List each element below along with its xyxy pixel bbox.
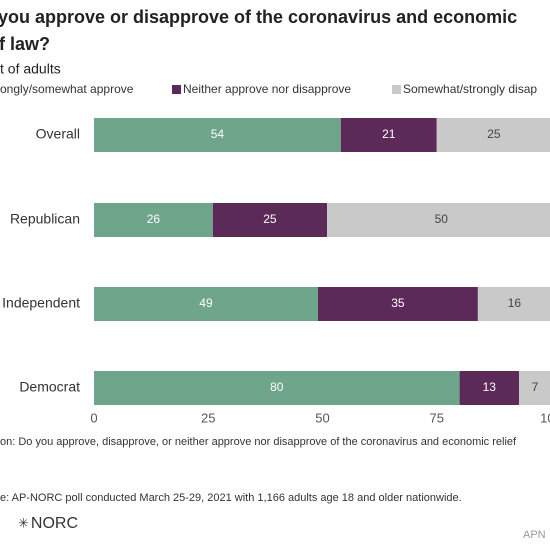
bar-segment (94, 371, 460, 405)
value-label: 49 (199, 296, 213, 310)
bar-segment (94, 118, 341, 152)
value-label: 80 (270, 380, 284, 394)
bar-segment (212, 203, 328, 237)
x-tick-label: 0 (90, 410, 97, 425)
bar-segment (94, 287, 318, 321)
value-label: 16 (508, 296, 522, 310)
bar-segment (317, 287, 478, 321)
y-tick-label: Democrat (19, 379, 80, 395)
x-tick-label: 100 (540, 410, 550, 425)
value-label: 50 (435, 212, 449, 226)
value-label: 26 (147, 212, 161, 226)
value-label: 25 (487, 127, 501, 141)
legend-swatch (172, 85, 181, 94)
value-label: 21 (382, 127, 396, 141)
value-label: 54 (211, 127, 225, 141)
bar-segment (477, 287, 550, 321)
x-tick-label: 50 (315, 410, 329, 425)
bar-segment (94, 203, 213, 237)
logo-text: NORC (31, 515, 78, 532)
chart-title: you approve or disapprove of the coronav… (0, 7, 517, 27)
legend-swatch (392, 85, 401, 94)
brand: APN (523, 529, 546, 541)
chart-subtitle: t of adults (0, 61, 61, 77)
bar-segment (436, 118, 550, 152)
chart-title: f law? (0, 34, 50, 54)
legend-label: ongly/somewhat approve (0, 82, 134, 96)
bar-segment (459, 371, 520, 405)
value-label: 25 (263, 212, 277, 226)
source: e: AP-NORC poll conducted March 25-29, 2… (0, 492, 462, 504)
y-tick-label: Republican (10, 211, 80, 227)
value-label: 13 (483, 380, 497, 394)
bar-segment (340, 118, 437, 152)
y-tick-label: Overall (36, 126, 80, 142)
legend-label: Neither approve nor disapprove (183, 82, 351, 96)
value-label: 35 (391, 296, 405, 310)
note: on: Do you approve, disapprove, or neith… (0, 436, 517, 448)
value-label: 7 (532, 380, 539, 394)
x-tick-label: 25 (201, 410, 215, 425)
y-tick-label: Independent (2, 295, 80, 311)
legend-label: Somewhat/strongly disap (403, 82, 537, 96)
x-tick-label: 75 (430, 410, 444, 425)
logo: ✳ NORC (18, 515, 78, 532)
bar-segment (519, 371, 550, 405)
bar-segment (327, 203, 550, 237)
